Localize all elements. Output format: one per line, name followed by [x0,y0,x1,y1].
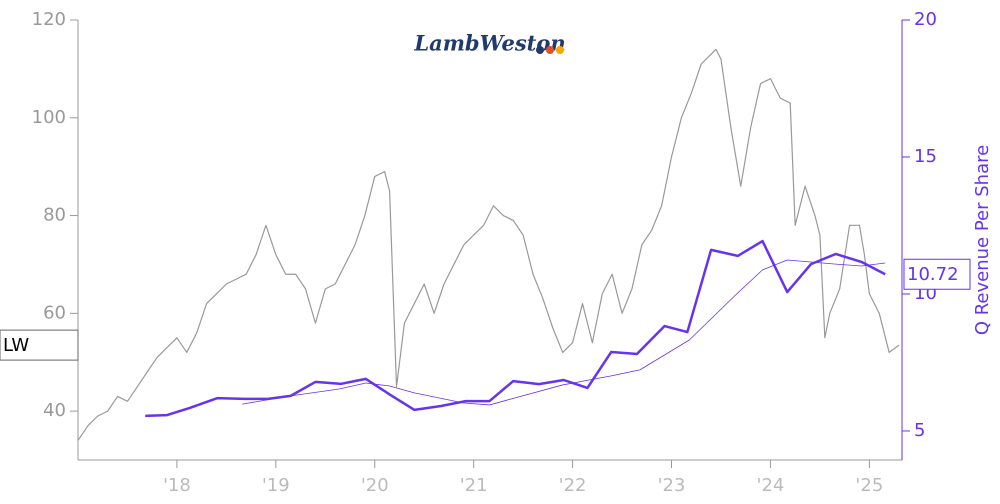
value-label: 10.72 [907,264,959,285]
value-label-box [903,258,971,290]
x-tick-label: '20 [361,475,389,496]
y2-axis-label: Q Revenue Per Share [972,145,993,335]
x-tick-label: '23 [658,475,686,496]
series-line [77,48,900,441]
y2-tick-label: 15 [914,146,937,167]
x-tick-label: '22 [559,475,587,496]
x-tick-label: '18 [163,475,191,496]
x-tick-label: '24 [757,475,785,496]
y2-tick-label: 5 [914,420,925,441]
logo-dot [546,46,554,54]
series-line [242,259,886,406]
y-tick-label: 100 [32,107,66,128]
y-tick-label: 40 [43,400,66,421]
x-tick-label: '25 [855,475,883,496]
logo-dot [556,46,564,54]
y2-tick-label: 20 [914,9,937,30]
y-tick-label: 120 [32,9,66,30]
x-tick-label: '19 [262,475,290,496]
y-tick-label: 60 [43,302,66,323]
series-line [145,239,886,418]
x-tick-label: '21 [460,475,488,496]
series-label-box [0,329,79,361]
logo-dot [536,46,544,54]
y-tick-label: 80 [43,205,66,226]
series-label: LW [3,335,29,356]
